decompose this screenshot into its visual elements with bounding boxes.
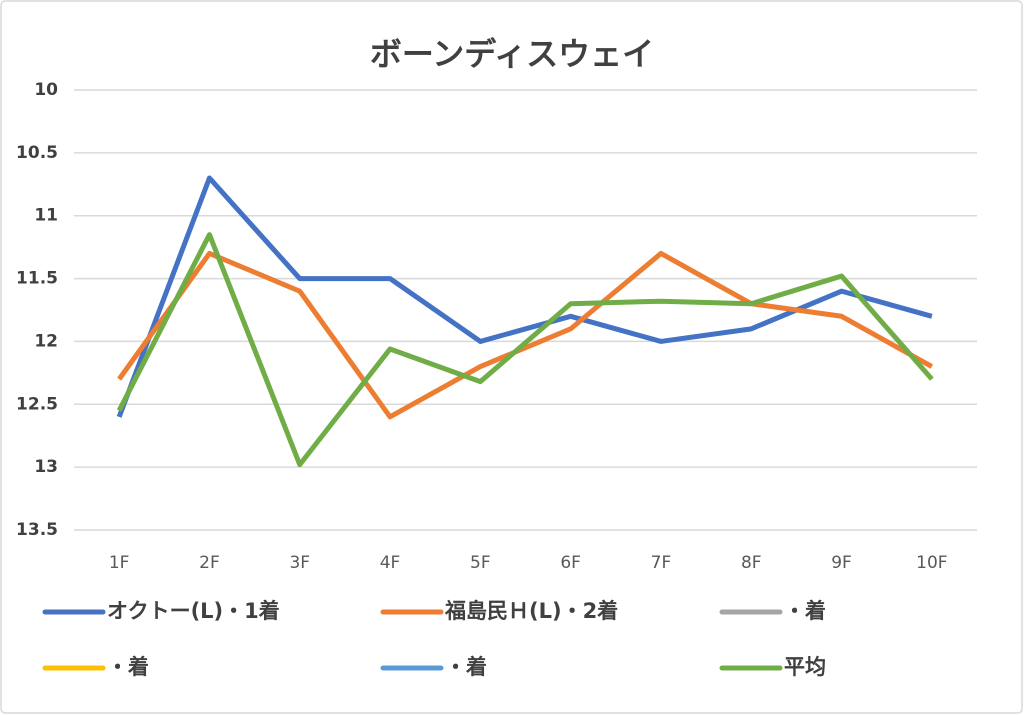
x-tick-label: 2F <box>199 553 220 573</box>
series-line <box>116 232 934 468</box>
x-tick-label: 3F <box>289 553 310 573</box>
x-tick-label: 1F <box>109 553 130 573</box>
legend-label: オクトー(L)・1着 <box>107 599 280 623</box>
y-tick-label: 10.5 <box>16 143 58 163</box>
x-tick-label: 8F <box>741 553 762 573</box>
legend-label: 福島民Ｈ(L)・2着 <box>444 599 618 623</box>
legend-label: ・着 <box>107 655 149 679</box>
chart-title: ボーンディスウェイ <box>370 35 654 73</box>
y-tick-label: 10 <box>34 80 58 100</box>
x-tick-label: 9F <box>831 553 852 573</box>
y-tick-label: 12.5 <box>16 394 58 414</box>
y-tick-label: 13.5 <box>16 520 58 540</box>
x-tick-label: 7F <box>651 553 672 573</box>
y-tick-label: 11 <box>34 206 58 226</box>
y-tick-label: 12 <box>34 331 58 351</box>
legend-label: ・着 <box>784 599 826 623</box>
y-tick-label: 13 <box>34 457 58 477</box>
x-tick-label: 6F <box>560 553 581 573</box>
x-tick-label: 10F <box>916 553 947 573</box>
legend-label: 平均 <box>784 655 826 679</box>
legend-label: ・着 <box>445 655 487 679</box>
series-line <box>117 250 934 420</box>
y-tick-label: 11.5 <box>16 269 58 289</box>
x-tick-label: 5F <box>470 553 491 573</box>
x-tick-label: 4F <box>380 553 401 573</box>
